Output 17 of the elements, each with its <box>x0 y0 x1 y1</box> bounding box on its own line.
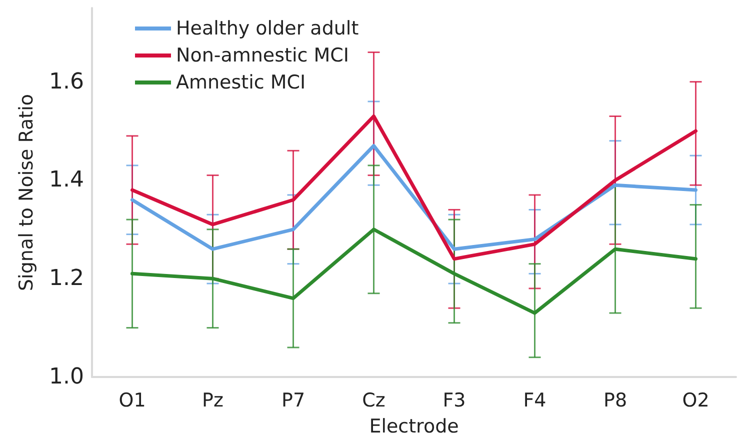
legend-label: Amnestic MCI <box>176 72 306 94</box>
legend-label: Non-amnestic MCI <box>176 44 349 66</box>
legend-label: Healthy older adult <box>176 18 359 40</box>
y-axis-title: Signal to Noise Ratio <box>16 94 38 292</box>
x-tick-label: F4 <box>523 390 546 412</box>
x-tick-label: Pz <box>202 390 224 412</box>
x-tick-label: P8 <box>603 390 628 412</box>
y-tick-label: 1.6 <box>49 69 84 94</box>
x-tick-label: F3 <box>442 390 466 412</box>
x-tick-label: O2 <box>682 390 710 412</box>
y-tick-label: 1.2 <box>49 266 84 292</box>
x-axis-title: Electrode <box>369 416 459 438</box>
x-tick-label: Cz <box>362 390 386 412</box>
y-tick-label: 1.4 <box>49 168 84 193</box>
y-tick-label: 1.0 <box>49 364 84 390</box>
x-tick-label: O1 <box>118 390 146 412</box>
x-tick-label: P7 <box>281 390 306 412</box>
